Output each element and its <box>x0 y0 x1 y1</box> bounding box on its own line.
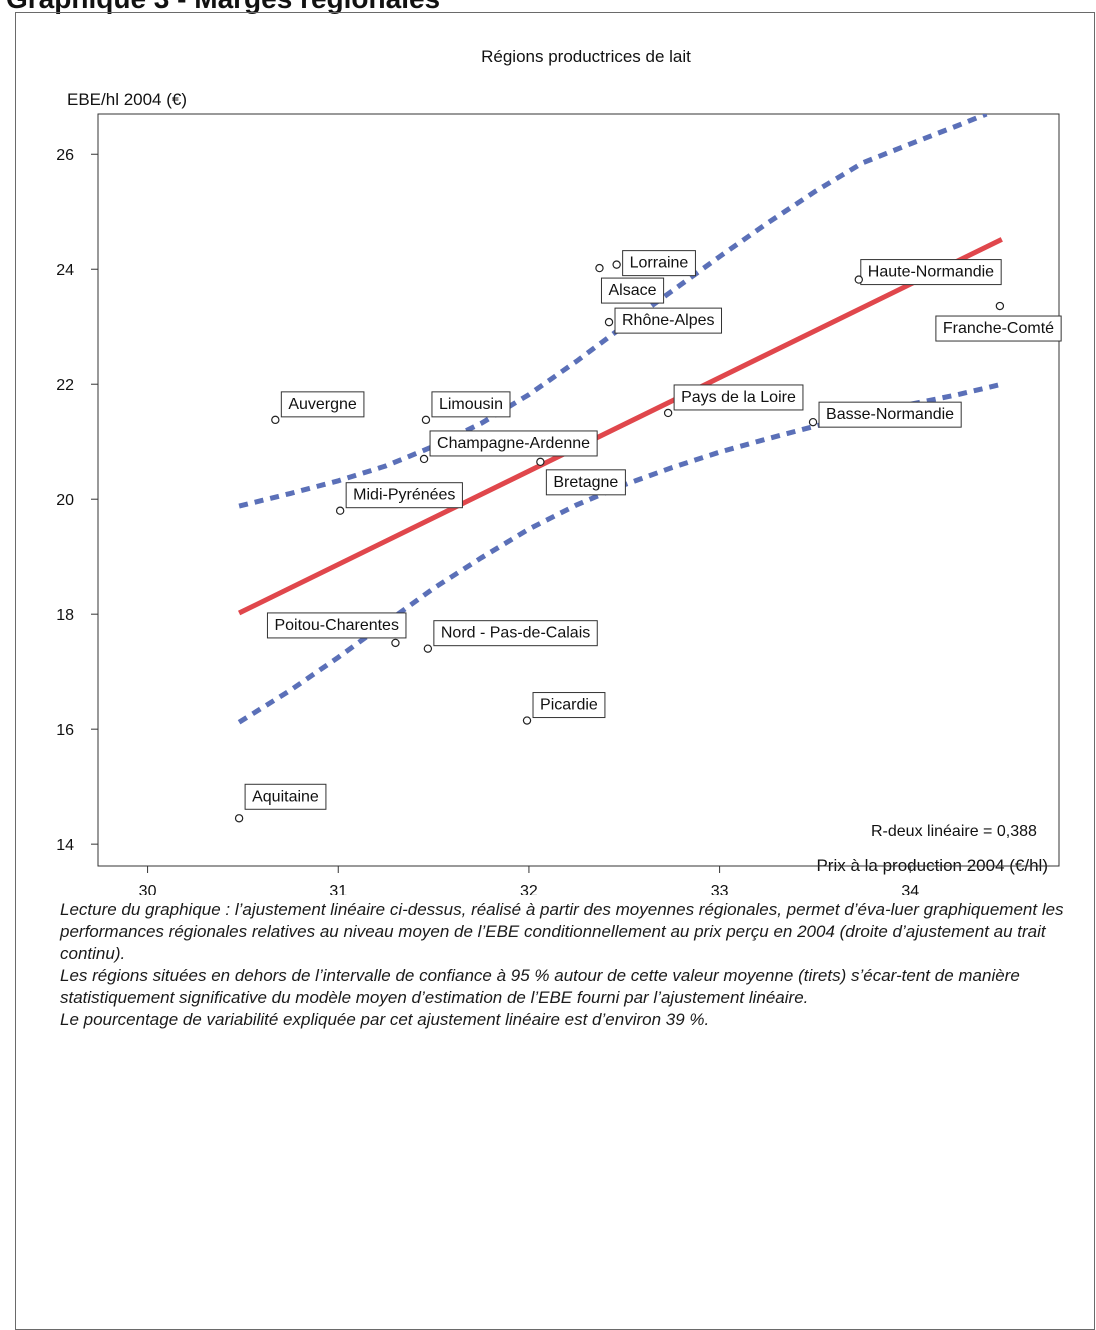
y-tick-label: 14 <box>56 837 74 854</box>
y-tick-label: 20 <box>56 492 74 509</box>
x-tick-label: 32 <box>520 883 538 895</box>
chart-caption: Lecture du graphique : l’ajustement liné… <box>60 899 1076 1031</box>
point-label-box <box>431 391 511 418</box>
data-point <box>604 317 614 327</box>
scatter-chart: Régions productrices de lait EBE/hl 2004… <box>56 47 1062 895</box>
point-label-box <box>433 620 598 647</box>
point-label: Franche-Comté <box>943 320 1054 337</box>
y-tick-label: 24 <box>56 262 74 279</box>
point-label: Haute-Normandie <box>868 264 994 281</box>
point-label: Midi-Pyrénées <box>353 487 455 504</box>
point-label: Limousin <box>439 396 503 413</box>
upper-confidence-band <box>238 114 988 509</box>
data-point <box>612 260 621 269</box>
data-point <box>808 417 818 427</box>
x-tick-label: 34 <box>901 883 919 895</box>
data-point <box>419 454 429 464</box>
point-label: Nord - Pas-de-Calais <box>441 625 590 642</box>
point-label-box <box>860 259 1002 286</box>
point-label: Poitou-Charentes <box>274 617 399 634</box>
point-label-box <box>545 469 626 496</box>
point-label-box <box>345 482 463 509</box>
plot-border <box>97 113 1060 867</box>
caption-paragraph: Le pourcentage de variabilité expliquée … <box>60 1010 710 1029</box>
point-label-box <box>266 612 407 639</box>
y-tick-label: 22 <box>56 377 74 394</box>
point-label-box <box>818 401 962 428</box>
y-axis-label: EBE/hl 2004 (€) <box>67 90 187 109</box>
y-tick-label: 26 <box>56 147 74 164</box>
point-label-box <box>600 277 665 304</box>
x-tick-label: 33 <box>711 883 729 895</box>
point-label: Alsace <box>608 282 656 299</box>
point-label-box <box>244 783 327 810</box>
data-point <box>536 457 545 467</box>
point-label: Pays de la Loire <box>681 389 796 406</box>
data-point <box>423 644 433 653</box>
regression-line <box>237 237 1003 616</box>
data-point <box>234 814 244 823</box>
r-squared-annotation: R-deux linéaire = 0,388 <box>871 823 1037 840</box>
point-label: Auvergne <box>288 396 357 413</box>
x-tick-label: 30 <box>139 883 157 895</box>
data-point <box>595 263 604 273</box>
point-label-box <box>673 384 804 411</box>
point-label-box <box>614 307 723 334</box>
data-point <box>335 506 345 515</box>
point-label-box <box>935 315 1062 342</box>
lower-confidence-band <box>237 381 1003 725</box>
data-point <box>854 275 863 284</box>
point-label: Aquitaine <box>252 788 319 805</box>
point-label-box <box>532 692 606 719</box>
point-label: Bretagne <box>553 474 618 491</box>
point-label: Rhône-Alpes <box>622 312 715 329</box>
point-label-box <box>429 430 598 457</box>
point-label: Picardie <box>540 697 598 714</box>
caption-paragraph: Lecture du graphique : l’ajustement liné… <box>60 900 1064 963</box>
page-heading: Graphique 3 - Marges régionales <box>6 0 440 15</box>
data-point <box>663 408 673 418</box>
data-point <box>522 716 532 725</box>
point-label: Champagne-Ardenne <box>437 435 590 452</box>
y-tick-label: 16 <box>56 722 74 739</box>
data-point <box>995 301 1005 311</box>
point-label-box <box>280 391 365 418</box>
point-label-box <box>622 250 696 277</box>
caption-paragraph: Les régions situées en dehors de l’inter… <box>60 966 1020 1007</box>
data-point <box>421 415 431 425</box>
x-tick-label: 31 <box>329 883 347 895</box>
chart-title: Régions productrices de lait <box>481 47 691 66</box>
point-label: Lorraine <box>630 255 689 272</box>
y-tick-label: 18 <box>56 607 74 624</box>
data-point <box>271 415 280 425</box>
point-label: Basse-Normandie <box>826 406 954 423</box>
plot-area: 14 16 18 20 22 24 26 30 31 32 33 34 Lorraine Alsace Ha… <box>56 113 1062 895</box>
data-point <box>391 638 400 648</box>
